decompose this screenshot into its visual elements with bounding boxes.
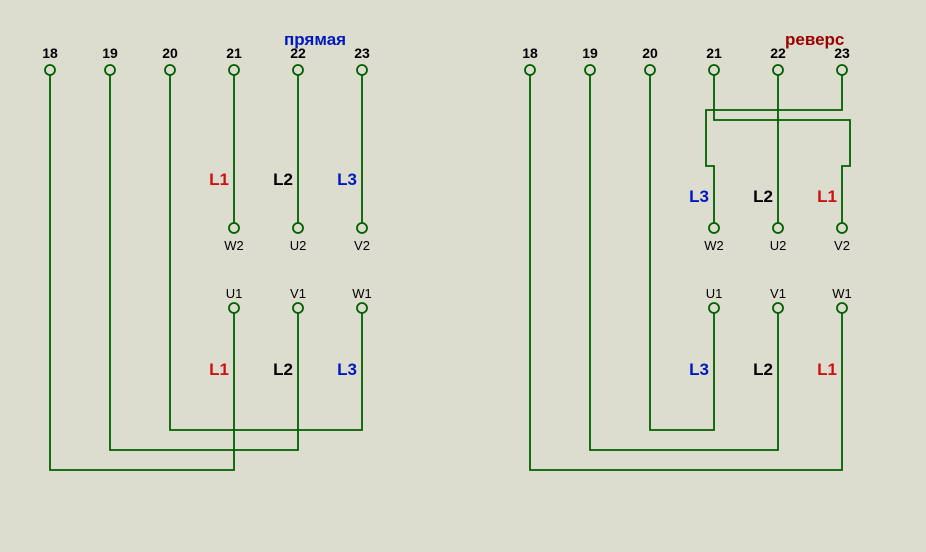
pin-U1: U1 bbox=[699, 286, 729, 301]
terminal-22: 22 bbox=[763, 45, 793, 61]
phase-label-upper: L2 bbox=[748, 187, 778, 207]
terminal-18: 18 bbox=[35, 45, 65, 61]
pin-W1: W1 bbox=[827, 286, 857, 301]
phase-label-lower: L3 bbox=[332, 360, 362, 380]
phase-label-lower: L1 bbox=[204, 360, 234, 380]
phase-label-upper: L1 bbox=[812, 187, 842, 207]
phase-label-lower: L1 bbox=[812, 360, 842, 380]
phase-label-upper: L3 bbox=[684, 187, 714, 207]
pin-W2: W2 bbox=[219, 238, 249, 253]
terminal-21: 21 bbox=[219, 45, 249, 61]
pin-V2: V2 bbox=[347, 238, 377, 253]
terminal-20: 20 bbox=[635, 45, 665, 61]
terminal-21: 21 bbox=[699, 45, 729, 61]
phase-label-lower: L2 bbox=[268, 360, 298, 380]
phase-label-upper: L3 bbox=[332, 170, 362, 190]
phase-label-lower: L3 bbox=[684, 360, 714, 380]
pin-V1: V1 bbox=[283, 286, 313, 301]
terminal-23: 23 bbox=[347, 45, 377, 61]
pin-V2: V2 bbox=[827, 238, 857, 253]
pin-U2: U2 bbox=[283, 238, 313, 253]
terminal-23: 23 bbox=[827, 45, 857, 61]
pin-W1: W1 bbox=[347, 286, 377, 301]
terminal-18: 18 bbox=[515, 45, 545, 61]
terminal-20: 20 bbox=[155, 45, 185, 61]
terminal-22: 22 bbox=[283, 45, 313, 61]
terminal-19: 19 bbox=[95, 45, 125, 61]
pin-V1: V1 bbox=[763, 286, 793, 301]
pin-U2: U2 bbox=[763, 238, 793, 253]
phase-label-upper: L2 bbox=[268, 170, 298, 190]
pin-W2: W2 bbox=[699, 238, 729, 253]
wiring-svg bbox=[0, 0, 926, 552]
terminal-19: 19 bbox=[575, 45, 605, 61]
phase-label-lower: L2 bbox=[748, 360, 778, 380]
phase-label-upper: L1 bbox=[204, 170, 234, 190]
pin-U1: U1 bbox=[219, 286, 249, 301]
